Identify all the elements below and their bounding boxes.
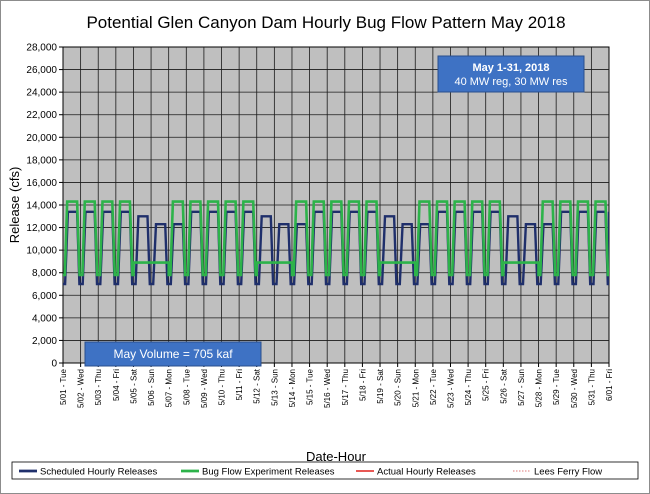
period-annotation-bg: [437, 55, 585, 93]
y-tick-label: 2,000: [32, 336, 57, 347]
x-tick-label: 5/14 - Mon: [288, 369, 297, 407]
y-tick-label: 18,000: [26, 155, 57, 166]
x-tick-label: 5/27 - Sun: [517, 369, 526, 406]
y-tick-label: 0: [51, 359, 57, 370]
legend-label: Scheduled Hourly Releases: [40, 467, 157, 478]
legend: Scheduled Hourly Releases Bug Flow Experi…: [11, 461, 639, 480]
x-tick-label: 5/04 - Fri: [112, 369, 121, 401]
volume-annotation-bg: [84, 341, 262, 367]
y-tick-label: 20,000: [26, 133, 57, 144]
x-tick-label: 5/30 - Wed: [570, 369, 579, 408]
x-tick-label: 5/03 - Thu: [94, 369, 103, 405]
x-tick-label: 6/01 - Fri: [605, 369, 614, 401]
x-tick-label: 5/28 - Mon: [535, 369, 544, 407]
x-tick-label: 5/02 - Wed: [77, 369, 86, 408]
x-tick-label: 5/24 - Thu: [464, 369, 473, 405]
x-tick-label: 5/15 - Tue: [306, 368, 315, 405]
x-tick-label: 5/11 - Fri: [235, 369, 244, 401]
y-tick-label: 14,000: [26, 201, 57, 212]
x-tick-label: 5/23 - Wed: [446, 369, 455, 408]
y-tick-label: 6,000: [32, 291, 57, 302]
x-tick-label: 5/16 - Wed: [323, 369, 332, 408]
legend-box: [11, 461, 639, 480]
x-tick-label: 5/06 - Sun: [147, 369, 156, 406]
x-tick-label: 5/31 - Thu: [587, 369, 596, 405]
legend-label: Bug Flow Experiment Releases: [202, 467, 335, 478]
y-tick-label: 28,000: [26, 43, 57, 54]
period-annotation-title: May 1-31, 2018: [472, 62, 549, 74]
period-annotation-subtitle: 40 MW reg, 30 MW res: [454, 76, 568, 88]
legend-label: Actual Hourly Releases: [377, 467, 476, 478]
x-tick-label: 5/05 - Sat: [129, 368, 138, 403]
period-annotation-box: May 1-31, 2018 40 MW reg, 30 MW res: [437, 55, 585, 93]
y-tick-label: 26,000: [26, 65, 57, 76]
y-tick-label: 10,000: [26, 246, 57, 257]
x-tick-label: 5/20 - Sun: [394, 369, 403, 406]
x-tick-label: 5/08 - Tue: [182, 368, 191, 405]
x-tick-label: 5/10 - Thu: [218, 369, 227, 405]
x-tick-label: 5/12 - Sat: [253, 368, 262, 403]
y-axis-label: Release (cfs): [7, 167, 22, 244]
x-tick-label: 5/18 - Fri: [358, 369, 367, 401]
legend-label: Lees Ferry Flow: [534, 467, 602, 478]
x-tick-label: 5/26 - Sat: [499, 368, 508, 403]
y-tick-label: 12,000: [26, 223, 57, 234]
x-tick-label: 5/01 - Tue: [59, 368, 68, 405]
x-tick-label: 5/19 - Sat: [376, 368, 385, 403]
x-tick-label: 5/22 - Tue: [429, 368, 438, 405]
y-tick-label: 4,000: [32, 313, 57, 324]
y-tick-label: 8,000: [32, 268, 57, 279]
volume-annotation-box: May Volume = 705 kaf: [84, 341, 262, 367]
x-tick-label: 5/13 - Sun: [270, 369, 279, 406]
x-axis-label: Date-Hour: [306, 449, 367, 464]
x-tick-label: 5/21 - Mon: [411, 369, 420, 407]
volume-annotation-text: May Volume = 705 kaf: [113, 347, 233, 361]
x-tick-label: 5/25 - Fri: [482, 369, 491, 401]
x-tick-label: 5/17 - Thu: [341, 369, 350, 405]
x-tick-label: 5/29 - Tue: [552, 368, 561, 405]
x-tick-label: 5/07 - Mon: [165, 369, 174, 407]
y-tick-label: 24,000: [26, 88, 57, 99]
series-bug-flow-experiment-releases-line: [63, 200, 609, 277]
y-tick-label: 16,000: [26, 178, 57, 189]
x-tick-label: 5/09 - Wed: [200, 369, 209, 408]
y-tick-label: 22,000: [26, 110, 57, 121]
chart-title: Potential Glen Canyon Dam Hourly Bug Flo…: [86, 13, 565, 32]
